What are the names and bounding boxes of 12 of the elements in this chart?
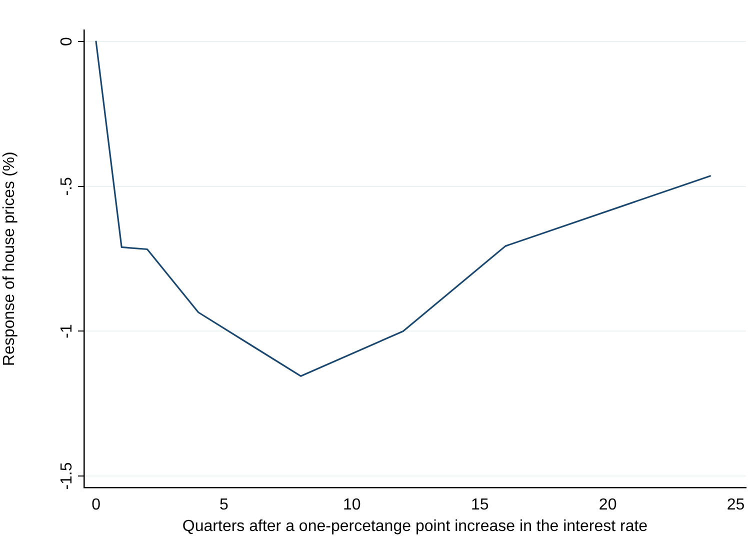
y-tick-label: 0	[58, 37, 76, 46]
y-tick-label: -1.5	[58, 462, 76, 490]
x-tick-label: 20	[598, 496, 617, 514]
x-tick-label: 25	[726, 496, 745, 514]
y-tick-label: -1	[58, 324, 76, 338]
x-tick-label: 15	[470, 496, 489, 514]
x-tick-label: 5	[220, 496, 229, 514]
x-tick-label: 10	[343, 496, 361, 514]
y-axis-title: Response of house prices (%)	[1, 152, 18, 366]
x-tick-label: 0	[92, 496, 101, 514]
y-tick-label: -.5	[58, 176, 76, 196]
x-axis-title: Quarters after a one-percetange point increase in the interest rate	[182, 518, 648, 535]
